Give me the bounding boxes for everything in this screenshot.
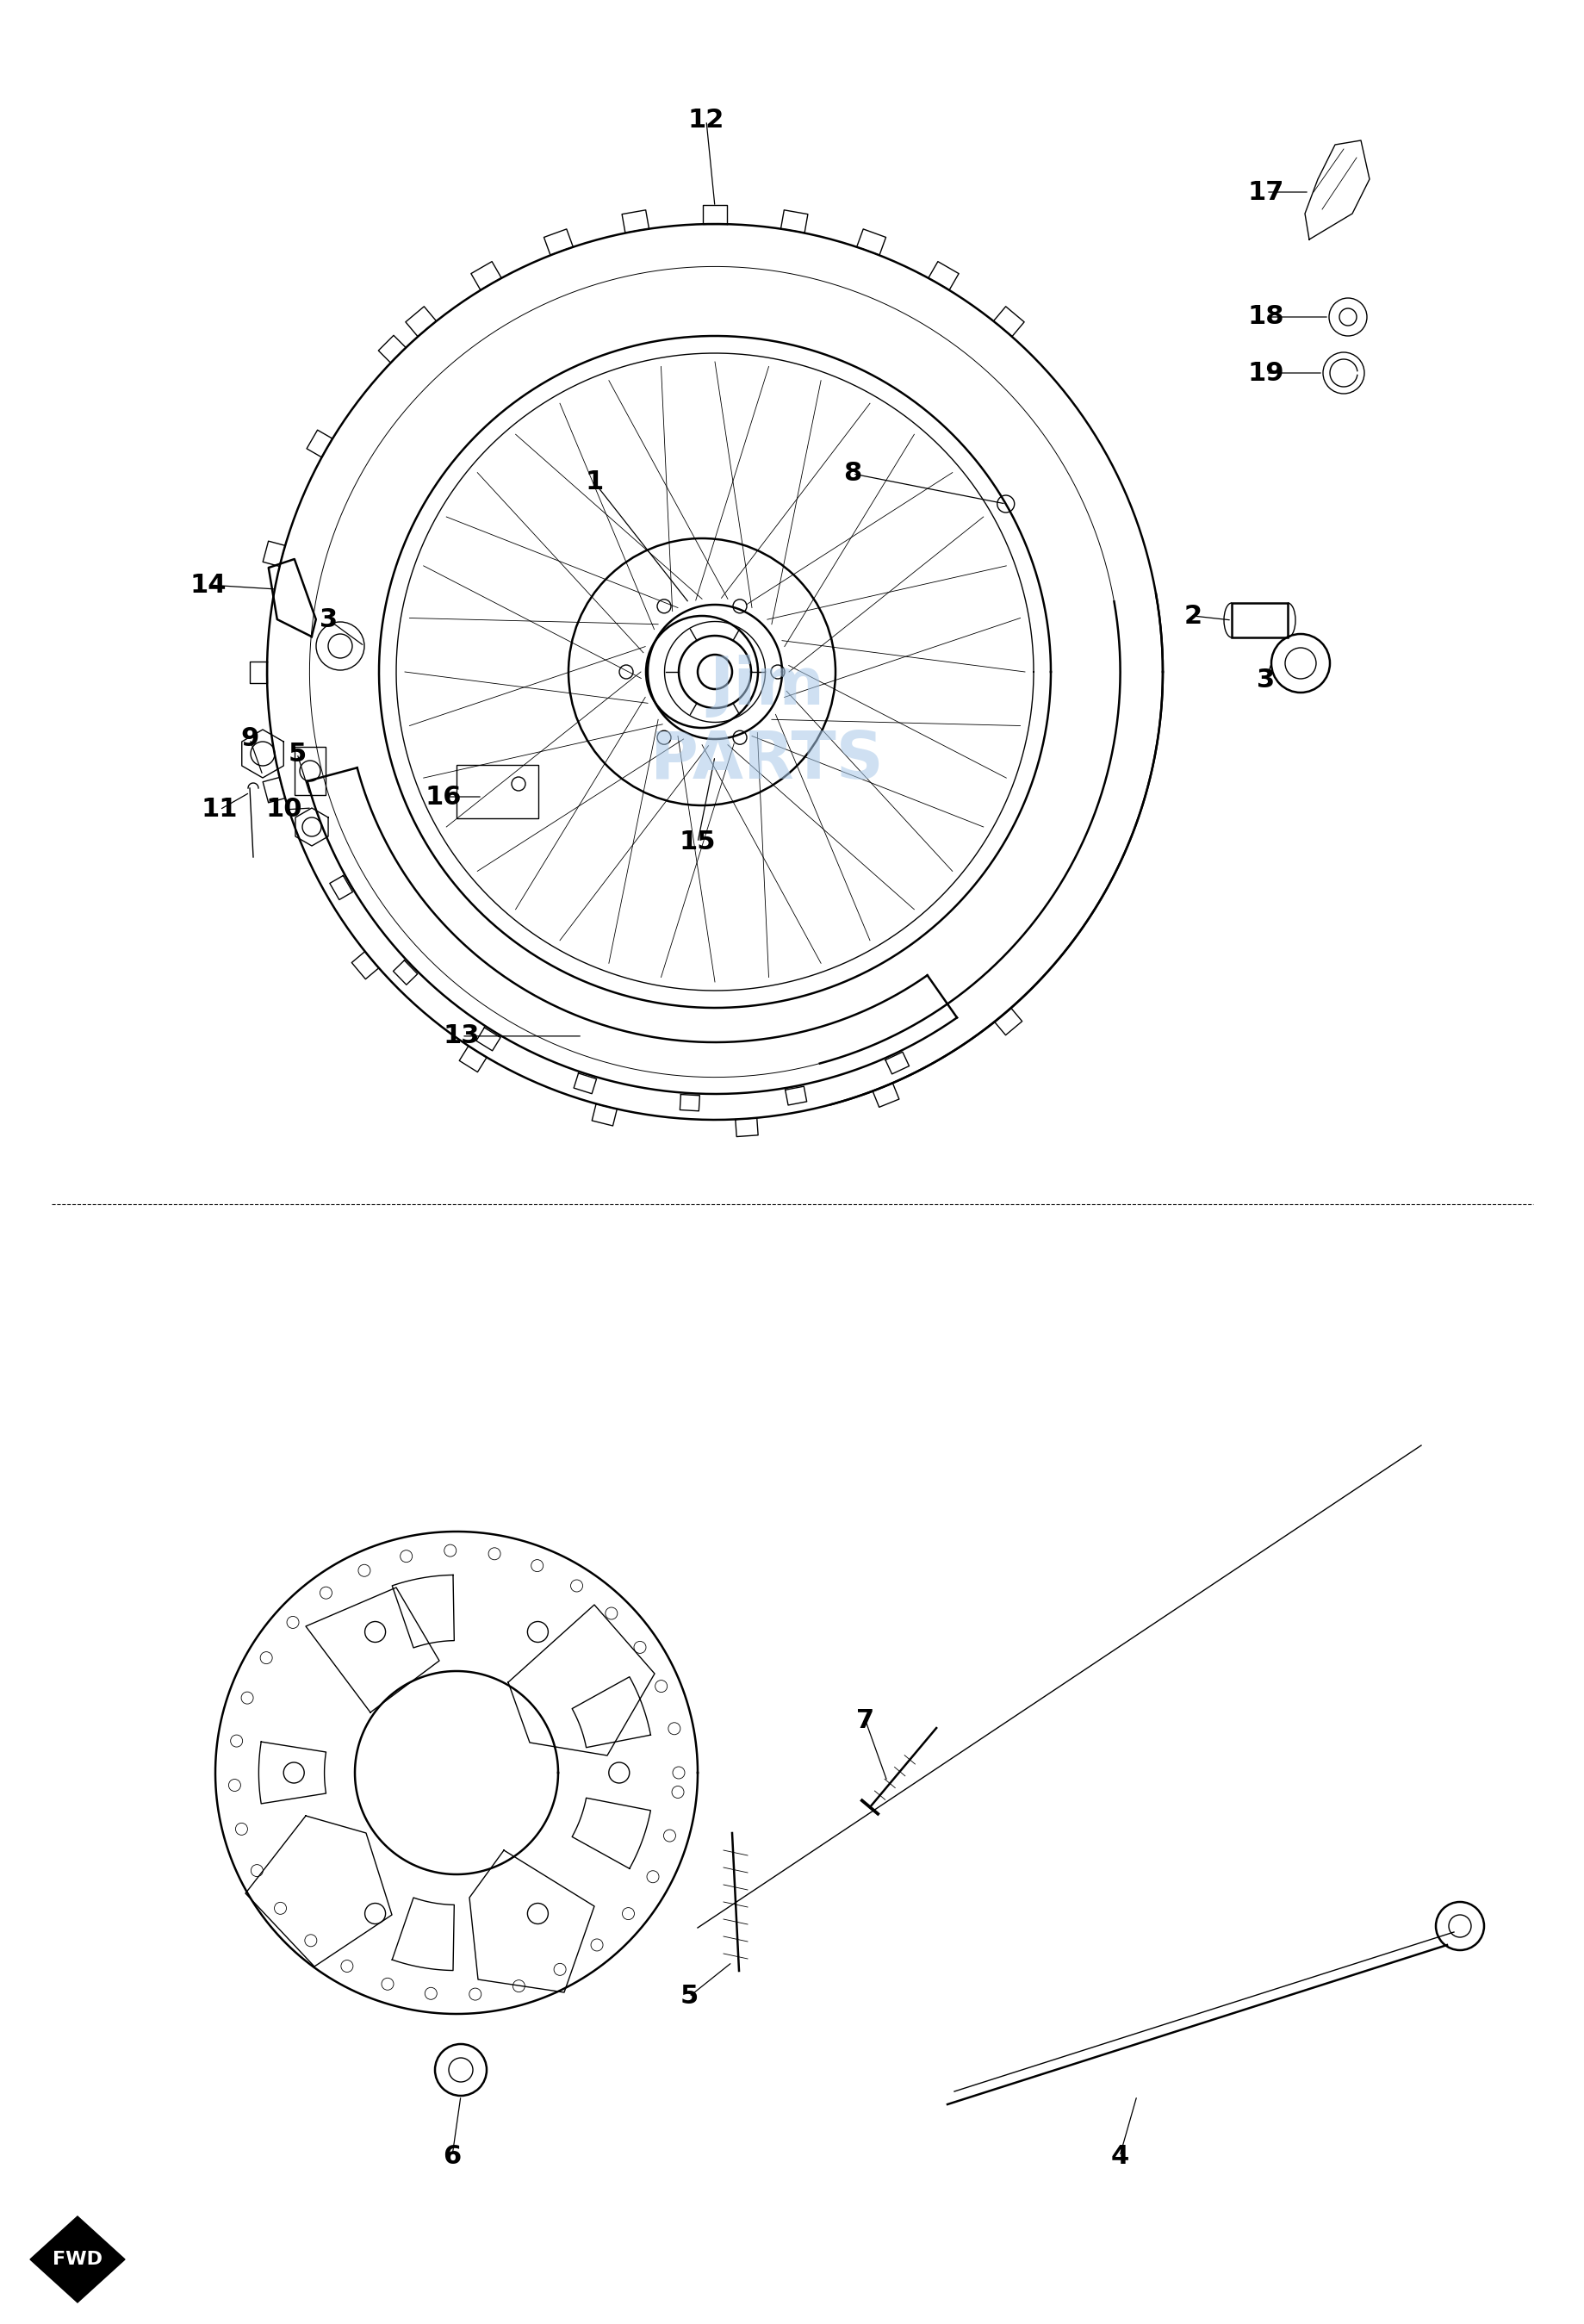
Text: 17: 17 xyxy=(1247,179,1283,205)
Bar xyxy=(456,765,539,818)
Text: 12: 12 xyxy=(687,109,724,132)
Text: 13: 13 xyxy=(444,1023,480,1048)
Text: 7: 7 xyxy=(855,1708,874,1734)
Text: 16: 16 xyxy=(425,783,461,809)
Text: 1: 1 xyxy=(584,469,604,495)
Text: 10: 10 xyxy=(266,797,303,823)
Text: 3: 3 xyxy=(320,607,337,632)
Text: 9: 9 xyxy=(241,727,258,751)
Text: 2: 2 xyxy=(1183,604,1201,627)
Text: 11: 11 xyxy=(201,797,238,823)
Text: 4: 4 xyxy=(1110,2143,1128,2168)
Text: 5: 5 xyxy=(680,1985,699,2010)
Text: 5: 5 xyxy=(288,741,306,767)
Text: 6: 6 xyxy=(444,2143,461,2168)
Polygon shape xyxy=(30,2217,125,2303)
Bar xyxy=(295,746,325,795)
Text: 18: 18 xyxy=(1247,304,1283,330)
Text: 8: 8 xyxy=(843,460,862,486)
Text: 3: 3 xyxy=(1256,667,1275,693)
Bar xyxy=(1231,602,1286,637)
Text: FWD: FWD xyxy=(52,2250,103,2268)
Text: Jim
PARTS: Jim PARTS xyxy=(649,655,882,792)
Text: 19: 19 xyxy=(1247,360,1283,386)
Text: 15: 15 xyxy=(680,830,716,855)
Text: 14: 14 xyxy=(190,572,227,597)
